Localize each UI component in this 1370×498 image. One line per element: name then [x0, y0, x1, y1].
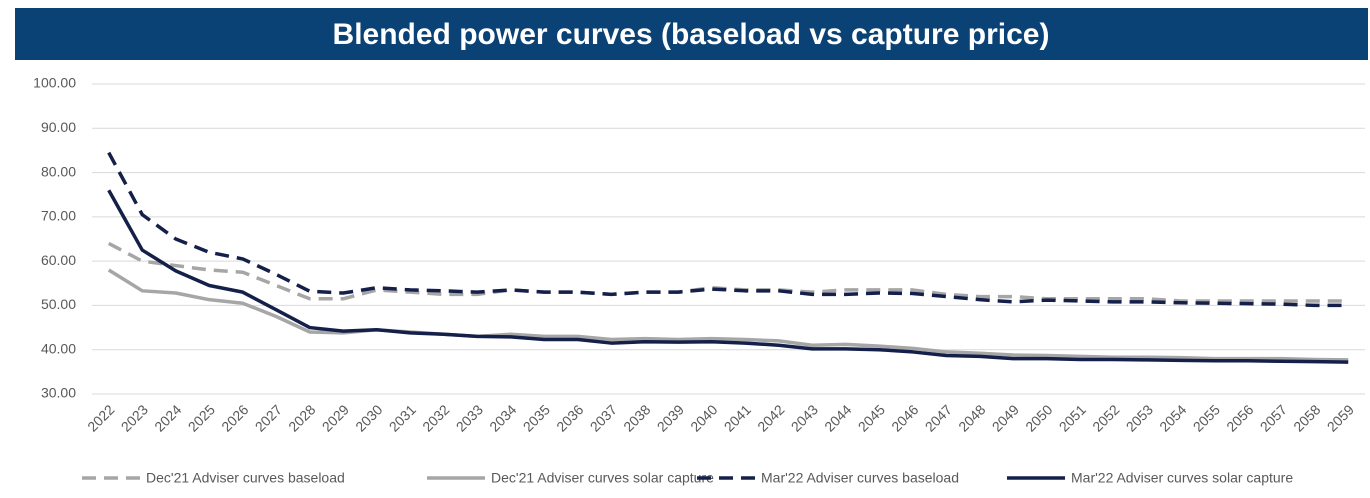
x-tick-label: 2038: [620, 401, 653, 434]
x-tick-label: 2029: [319, 401, 352, 434]
x-tick-label: 2050: [1022, 401, 1055, 434]
y-tick-label: 50.00: [41, 296, 76, 312]
x-tick-label: 2051: [1056, 401, 1089, 434]
x-tick-label: 2027: [252, 401, 285, 434]
x-tick-label: 2030: [352, 401, 385, 434]
line: [107, 268, 1349, 362]
x-tick-label: 2023: [118, 401, 151, 434]
x-tick-label: 2045: [855, 401, 888, 434]
x-tick-label: 2052: [1089, 401, 1122, 434]
chart-title: Blended power curves (baseload vs captur…: [333, 18, 1050, 51]
x-tick-label: 2032: [419, 401, 452, 434]
x-tick-label: 2059: [1324, 401, 1357, 434]
x-tick-label: 2031: [386, 401, 419, 434]
line: [107, 151, 1349, 308]
legend-label: Mar'22 Adviser curves solar capture: [1071, 470, 1293, 486]
x-tick-label: 2058: [1290, 401, 1323, 434]
legend-label: Dec'21 Adviser curves solar capture: [491, 470, 714, 486]
y-tick-label: 40.00: [41, 340, 76, 356]
x-tick-label: 2037: [587, 401, 620, 434]
x-tick-label: 2036: [553, 401, 586, 434]
x-tick-label: 2025: [185, 401, 218, 434]
x-tick-label: 2033: [453, 401, 486, 434]
x-tick-label: 2042: [754, 401, 787, 434]
y-tick-label: 60.00: [41, 252, 76, 268]
x-tick-label: 2024: [151, 401, 184, 434]
x-tick-label: 2043: [788, 401, 821, 434]
x-tick-label: 2057: [1257, 401, 1290, 434]
x-tick-label: 2055: [1190, 401, 1223, 434]
line: [107, 189, 1349, 364]
legend-label: Dec'21 Adviser curves baseload: [146, 470, 345, 486]
y-tick-label: 30.00: [41, 385, 76, 401]
x-tick-label: 2028: [285, 401, 318, 434]
y-tick-label: 100.00: [33, 75, 76, 91]
y-tick-label: 90.00: [41, 119, 76, 135]
title-banner: [15, 8, 1368, 60]
x-tick-label: 2039: [654, 401, 687, 434]
legend-label: Mar'22 Adviser curves baseload: [761, 470, 959, 486]
x-tick-label: 2044: [821, 401, 854, 434]
line: [107, 241, 1349, 303]
x-tick-label: 2048: [955, 401, 988, 434]
x-tick-label: 2056: [1223, 401, 1256, 434]
x-tick-label: 2053: [1123, 401, 1156, 434]
x-tick-label: 2034: [486, 401, 519, 434]
x-tick-label: 2041: [721, 401, 754, 434]
x-tick-label: 2047: [922, 401, 955, 434]
x-tick-label: 2054: [1156, 401, 1189, 434]
x-tick-label: 2035: [520, 401, 553, 434]
x-tick-label: 2046: [888, 401, 921, 434]
y-tick-label: 80.00: [41, 163, 76, 179]
x-tick-label: 2026: [218, 401, 251, 434]
y-tick-label: 70.00: [41, 208, 76, 224]
x-tick-label: 2049: [989, 401, 1022, 434]
x-tick-label: 2040: [687, 401, 720, 434]
x-tick-label: 2022: [84, 401, 117, 434]
